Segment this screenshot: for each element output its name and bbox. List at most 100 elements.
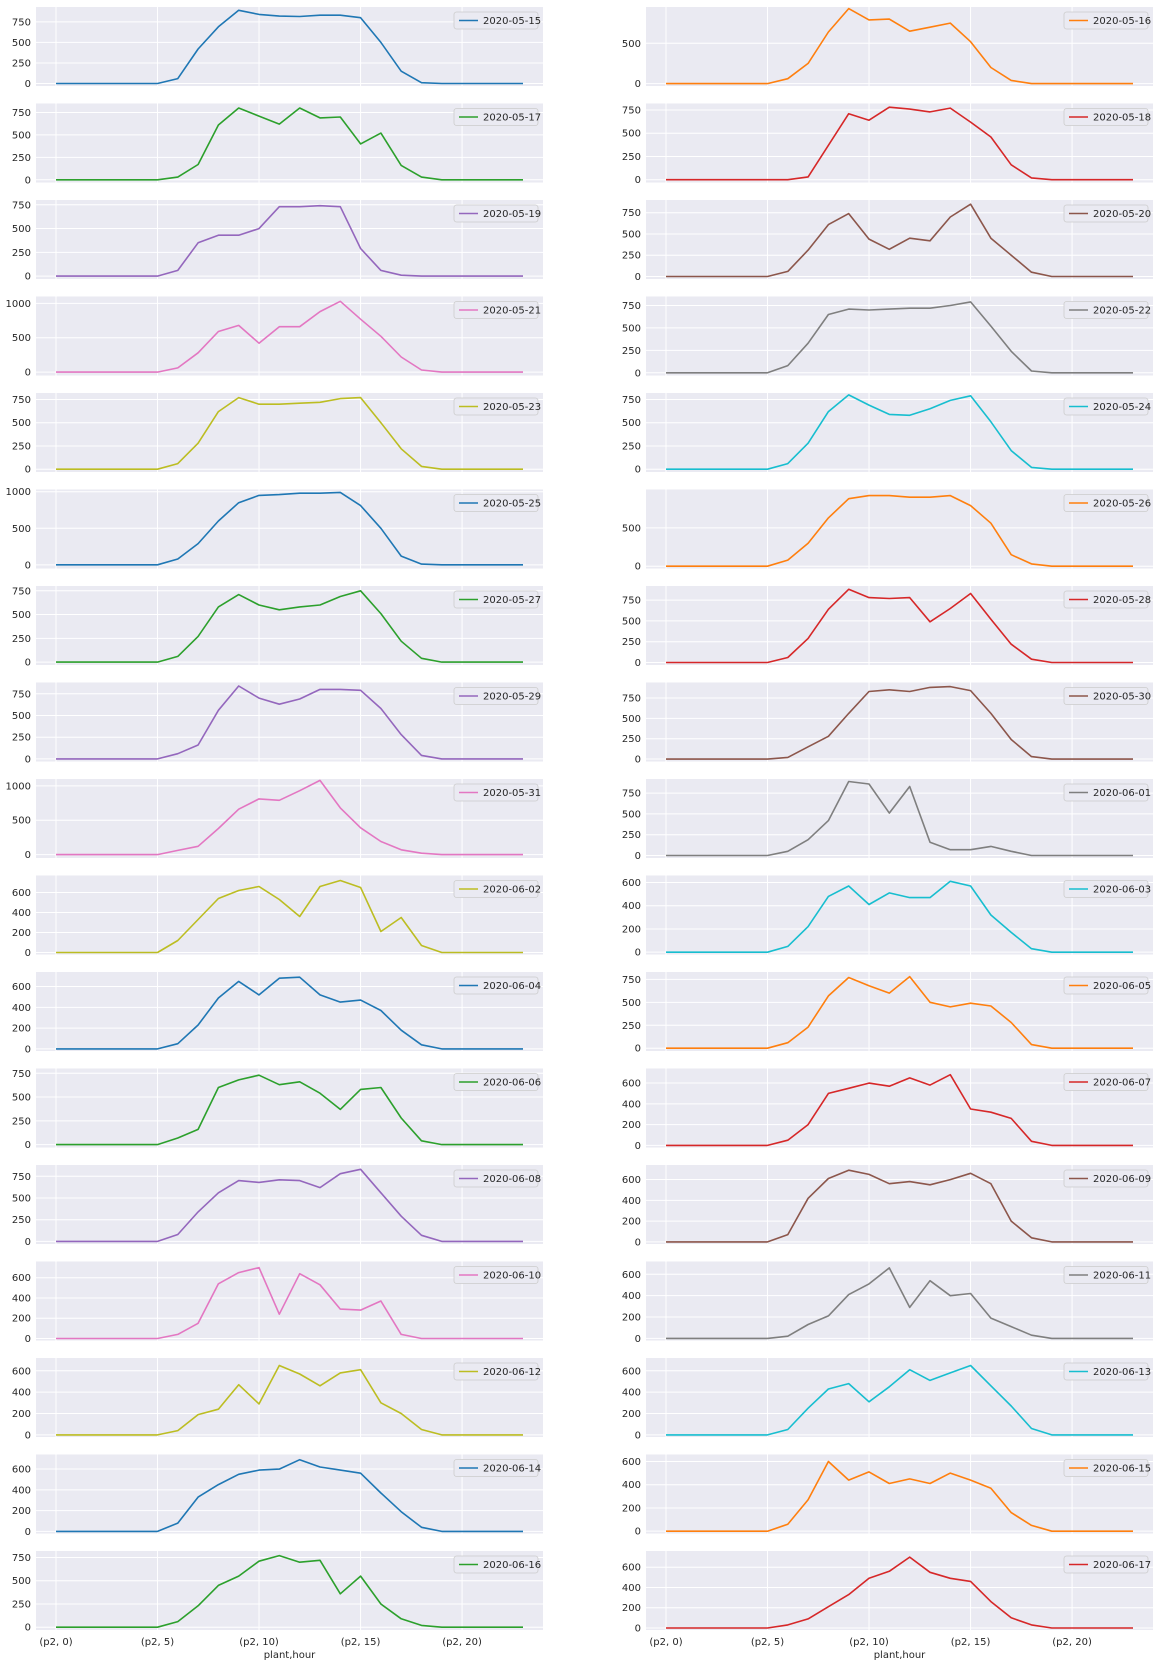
y-tick-label: 250: [622, 830, 641, 841]
legend-box: [1063, 1073, 1149, 1091]
y-tick-label: 0: [635, 1334, 641, 1345]
legend: 2020-06-08: [453, 1169, 541, 1188]
y-tick-label: 750: [622, 301, 641, 312]
y-tick-label: 250: [12, 1215, 31, 1226]
y-tick-label: 0: [635, 948, 641, 959]
series-line-2020-05-25: [56, 491, 523, 566]
legend-label: 2020-06-12: [483, 1367, 541, 1378]
y-tick-label: 250: [622, 1021, 641, 1032]
y-tick-label: 500: [622, 323, 641, 334]
y-tick-label: 600: [622, 1563, 641, 1574]
legend-box: [1063, 301, 1149, 319]
legend-box: [453, 1555, 539, 1574]
panel-2020-06-09: 0 200 400 600 2020-06-09: [622, 1165, 1153, 1248]
legend: 2020-06-13: [1063, 1362, 1151, 1381]
series-line-2020-05-31: [56, 779, 523, 856]
y-tick-label: 0: [25, 465, 31, 476]
x-tick-label: (p2, 10): [239, 1637, 279, 1648]
y-tick-label: 750: [622, 789, 641, 800]
x-tick-label: (p2, 5): [751, 1637, 784, 1648]
y-tick-label: 500: [12, 418, 31, 429]
y-tick-label: 500: [622, 616, 641, 627]
y-tick-label: 200: [12, 928, 31, 939]
series-line-2020-05-24: [666, 394, 1133, 471]
x-axis-label: plant,hour: [874, 1650, 926, 1661]
series-line-2020-06-16: [56, 1554, 523, 1628]
y-tick-label: 1000: [6, 299, 31, 310]
series-line-2020-06-02: [56, 879, 523, 954]
legend-label: 2020-05-18: [1093, 113, 1151, 124]
x-tick-label: (p2, 20): [1052, 1637, 1092, 1648]
legend: 2020-06-14: [453, 1459, 541, 1477]
legend-box: [1063, 494, 1149, 512]
legend-box: [453, 397, 539, 416]
y-tick-label: 0: [635, 1527, 641, 1538]
y-tick-label: 250: [622, 251, 641, 262]
y-tick-label: 750: [622, 106, 641, 117]
y-tick-label: 0: [635, 79, 641, 90]
y-tick-label: 750: [12, 1172, 31, 1183]
legend: 2020-06-16: [453, 1555, 541, 1574]
legend-box: [453, 494, 539, 512]
legend-box: [453, 301, 539, 319]
legend: 2020-06-01: [1063, 783, 1151, 802]
y-tick-label: 200: [622, 1313, 641, 1324]
y-tick-label: 400: [12, 1003, 31, 1014]
x-axis-label: plant,hour: [264, 1650, 316, 1661]
y-tick-label: 0: [25, 175, 31, 186]
y-tick-label: 500: [622, 418, 641, 429]
series-line-2020-06-13: [666, 1364, 1133, 1436]
y-tick-label: 600: [12, 1465, 31, 1476]
y-tick-label: 200: [12, 1024, 31, 1035]
y-tick-label: 0: [25, 368, 31, 379]
series-line-2020-05-27: [56, 589, 523, 663]
series-line-2020-06-15: [666, 1460, 1133, 1532]
y-tick-label: 500: [12, 816, 31, 827]
y-tick-label: 600: [622, 1175, 641, 1186]
y-tick-label: 750: [622, 693, 641, 704]
legend: 2020-06-15: [1063, 1459, 1151, 1477]
panel-2020-05-22: 0 250 500 750 2020-05-22: [622, 296, 1153, 379]
x-tick-label: (p2, 0): [649, 1637, 682, 1648]
y-tick-label: 0: [635, 465, 641, 476]
panel-2020-06-01: 0 250 500 750 2020-06-01: [622, 779, 1153, 862]
legend: 2020-06-03: [1063, 880, 1151, 898]
series-line-2020-05-15: [56, 9, 523, 85]
series-line-2020-05-17: [56, 107, 523, 181]
series-line-2020-05-16: [666, 7, 1133, 85]
panel-2020-06-06: 0 250 500 750 2020-06-06: [12, 1068, 543, 1151]
legend-box: [1063, 783, 1149, 802]
y-tick-label: 500: [12, 130, 31, 141]
legend-label: 2020-05-26: [1093, 499, 1151, 510]
y-tick-label: 500: [12, 1193, 31, 1204]
y-tick-label: 500: [12, 1576, 31, 1587]
y-tick-label: 0: [635, 1044, 641, 1055]
y-tick-label: 400: [622, 1583, 641, 1594]
legend-box: [1063, 976, 1149, 995]
panel-2020-06-07: 0 200 400 600 2020-06-07: [622, 1068, 1153, 1152]
y-tick-label: 200: [12, 1409, 31, 1420]
y-tick-label: 0: [635, 175, 641, 186]
y-tick-label: 0: [25, 658, 31, 669]
legend: 2020-05-17: [453, 108, 541, 126]
legend-label: 2020-05-31: [483, 788, 541, 799]
legend-label: 2020-06-02: [483, 885, 541, 896]
legend: 2020-05-16: [1063, 11, 1151, 30]
legend-label: 2020-06-08: [483, 1174, 541, 1185]
panel-2020-06-10: 0 200 400 600 2020-06-10: [12, 1261, 543, 1345]
y-tick-label: 750: [12, 108, 31, 119]
legend: 2020-06-17: [1063, 1555, 1151, 1574]
y-tick-label: 400: [622, 1480, 641, 1491]
legend: 2020-06-09: [1063, 1169, 1151, 1188]
legend: 2020-05-31: [453, 783, 541, 802]
y-tick-label: 0: [25, 1430, 31, 1441]
panel-2020-05-15: 0 250 500 750 2020-05-15: [12, 7, 543, 90]
panel-2020-06-17: 0 200 400 600 2020-06-17 (p2, 0) (p2, 5) (p2, 1…: [622, 1551, 1153, 1661]
panel-2020-05-19: 0 250 500 750 2020-05-19: [12, 200, 543, 283]
y-tick-label: 0: [25, 1044, 31, 1055]
legend-box: [453, 1266, 539, 1284]
legend-box: [1063, 204, 1149, 223]
legend-label: 2020-05-25: [483, 499, 541, 510]
legend-label: 2020-06-04: [483, 981, 541, 992]
series-line-2020-06-09: [666, 1169, 1133, 1243]
